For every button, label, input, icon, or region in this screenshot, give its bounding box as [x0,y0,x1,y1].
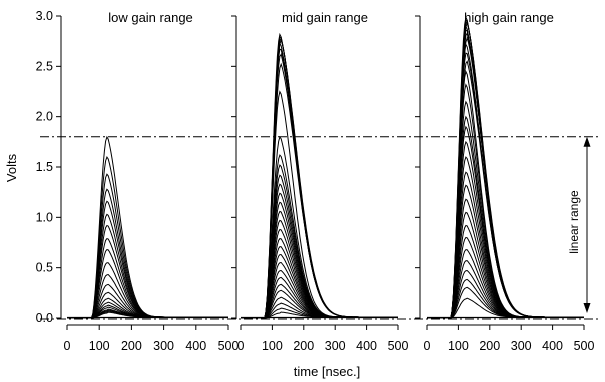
y-axis-title-text: Volts [4,153,19,182]
reference-lines [40,136,600,320]
panels: 0.0 0.5 1.0 1.5 2.0 2.5 3.0 0 100 200 300 400 500 low… [36,9,595,353]
pulse-curve [67,135,228,319]
pulse-curve [241,238,398,319]
pulse-curve [427,100,584,319]
pulse-curve [241,48,398,319]
pulse-curve [67,249,228,319]
pulse-curve [427,249,584,319]
y-tick-label: 2.0 [36,110,53,124]
x-tick-label: 400 [185,339,206,353]
x-tick-label: 0 [238,339,245,353]
x-tick-label: 100 [262,339,283,353]
pulse-curve [427,198,584,319]
linear-range-annotation: linear range [567,136,591,313]
pulse-curve [241,36,398,319]
panel-3: 0 100 200 300 400 500 high gain range [415,10,594,353]
arrow-head-up [583,136,591,147]
pulse-curve [427,115,584,319]
pulse-curve [241,42,398,319]
y-tick-label: 0.5 [36,261,53,275]
x-tick-label: 100 [89,339,110,353]
y-axis-title: Volts [4,153,19,182]
panel-title: mid gain range [282,10,368,25]
pulse-curve [241,90,398,319]
x-tick-label: 0 [64,339,71,353]
pulse-curve [241,38,398,319]
pulse-curve [427,19,584,319]
pulse-curve [241,53,398,319]
pulse-curve [427,21,584,319]
pulse-curve [241,228,398,319]
pulse-curve [241,36,398,319]
panel-title: low gain range [108,10,193,25]
x-tick-label: 400 [542,339,563,353]
pulse-curve [241,219,398,319]
pulse-curve [67,273,228,319]
pulse-curve [427,236,584,319]
pulse-curve [427,29,584,319]
arrow-head-down [583,302,591,313]
pulse-curve [67,173,228,319]
x-tick-label: 200 [121,339,142,353]
y-tick-label: 1.5 [36,160,53,174]
pulse-curve [241,183,398,319]
x-tick-label: 300 [153,339,174,353]
pulse-curve [241,201,398,319]
x-tick-label: 0 [424,339,431,353]
pulse-curve [427,184,584,319]
x-tick-label: 400 [356,339,377,353]
pulse-curve [241,32,398,319]
pulse-curve [67,213,228,319]
pulse-curve [241,210,398,319]
y-tick-label: 2.5 [36,59,53,73]
x-tick-label: 500 [388,339,409,353]
panel-1: 0.0 0.5 1.0 1.5 2.0 2.5 3.0 0 100 200 300 400 500 low… [36,9,239,353]
panel-title: high gain range [464,10,554,25]
pulse-curve [67,224,228,319]
panel-2: 0 100 200 300 400 500 mid gain range [231,10,408,353]
x-tick-label: 300 [325,339,346,353]
x-tick-label: 200 [293,339,314,353]
pulse-curve [241,254,398,319]
y-tick-label: 3.0 [36,9,53,23]
x-tick-label: 200 [479,339,500,353]
x-tick-label: 100 [448,339,469,353]
pulse-curve [427,15,584,319]
pulse-curve [241,62,398,319]
y-tick-label: 0.0 [36,311,53,325]
pulse-curve [427,36,584,319]
pulse-curve [427,43,584,319]
x-tick-label: 500 [218,339,239,353]
pulse-curve [427,52,584,319]
linear-range-label: linear range [567,190,581,254]
pulse-curve [427,70,584,319]
pulse-curve [67,283,228,319]
pulse-curve [67,155,228,319]
pulse-curve [67,306,228,319]
pulse-curve [427,60,584,319]
x-axis-title: time [nsec.] [294,364,360,379]
pulse-curve [427,19,584,319]
x-tick-label: 500 [574,339,595,353]
pulse-curve [427,31,584,319]
pulse-curve [67,200,228,319]
pulse-curve [241,174,398,319]
pulse-curve [427,211,584,319]
y-tick-label: 1.0 [36,210,53,224]
pulse-curve [427,83,584,319]
pulse-curve [67,188,228,319]
pulse-curve [67,238,228,319]
pulse-curve [427,224,584,319]
pulse-curve [241,246,398,319]
x-tick-label: 300 [511,339,532,353]
pulse-curve [427,24,584,319]
pulse-curve [67,262,228,319]
pulse-curve [241,192,398,319]
